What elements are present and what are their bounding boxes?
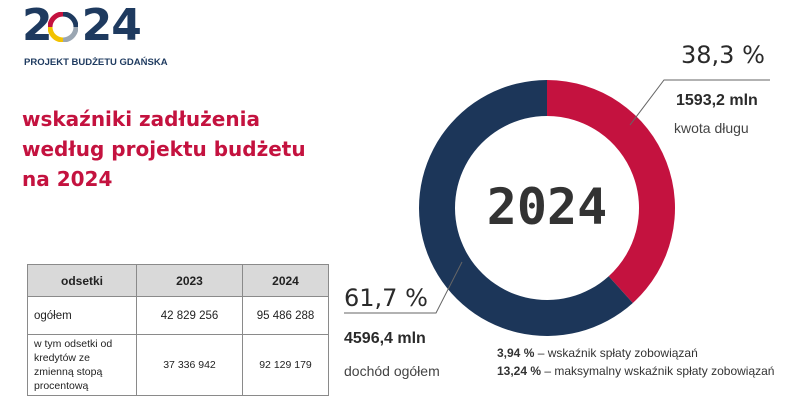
table-header-label: odsetki xyxy=(27,264,137,297)
ratio-text: – maksymalny wskaźnik spłaty zobowiązań xyxy=(541,364,775,378)
logo-year-left: 2 xyxy=(22,0,53,51)
table-cell-2023: 37 336 942 xyxy=(136,334,243,396)
income-amount: 4596,4 mln xyxy=(344,330,426,347)
table-header-row: odsetki 2023 2024 xyxy=(27,264,329,297)
logo-ring-seg-0 xyxy=(62,12,78,28)
logo: 2 24 PROJEKT BUDŻETU GDAŃSKA xyxy=(22,0,182,68)
ratio-value: 13,24 % xyxy=(497,364,542,378)
income-label: dochód ogółem xyxy=(344,363,440,379)
ratio-item: 13,24 % – maksymalny wskaźnik spłaty zob… xyxy=(497,362,774,380)
debt-percent: 38,3 % xyxy=(681,41,765,69)
interest-table: odsetki 2023 2024 ogółem 42 829 256 95 4… xyxy=(27,264,329,396)
table-cell-2024: 95 486 288 xyxy=(242,296,329,335)
donut-chart xyxy=(419,80,675,336)
table-row: w tym odsetki od kredytów ze zmienną sto… xyxy=(27,334,329,396)
page-title: wskaźniki zadłużenia według projektu bud… xyxy=(22,107,306,191)
donut-slice-income xyxy=(419,80,633,336)
ratio-text: – wskaźnik spłaty zobowiązań xyxy=(534,346,698,360)
table-header-2023: 2023 xyxy=(136,264,243,297)
logo-ring-seg-2 xyxy=(48,26,64,42)
table-row: ogółem 42 829 256 95 486 288 xyxy=(27,296,329,335)
table-cell-2023: 42 829 256 xyxy=(136,296,243,335)
logo-ring-icon xyxy=(48,12,78,42)
table-header-2024: 2024 xyxy=(242,264,329,297)
ratio-item: 3,94 % – wskaźnik spłaty zobowiązań xyxy=(497,344,774,362)
logo-ring-seg-1 xyxy=(62,26,78,42)
logo-year-right: 24 xyxy=(81,0,142,51)
table-cell-label: w tym odsetki od kredytów ze zmienną sto… xyxy=(27,334,137,396)
table-cell-2024: 92 129 179 xyxy=(242,334,329,396)
donut-center-label: 2024 xyxy=(486,178,608,236)
logo-subtitle: PROJEKT BUDŻETU GDAŃSKA xyxy=(24,57,168,68)
logo-ring-seg-3 xyxy=(48,12,64,28)
debt-amount: 1593,2 mln xyxy=(676,92,758,109)
ratio-list: 3,94 % – wskaźnik spłaty zobowiązań 13,2… xyxy=(497,344,774,380)
ratio-value: 3,94 % xyxy=(497,346,535,360)
table-cell-label: ogółem xyxy=(27,296,137,335)
logo-year: 2 24 xyxy=(22,0,142,52)
donut-slice-debt xyxy=(547,80,675,303)
debt-label: kwota długu xyxy=(674,120,749,136)
income-percent: 61,7 % xyxy=(344,284,428,312)
